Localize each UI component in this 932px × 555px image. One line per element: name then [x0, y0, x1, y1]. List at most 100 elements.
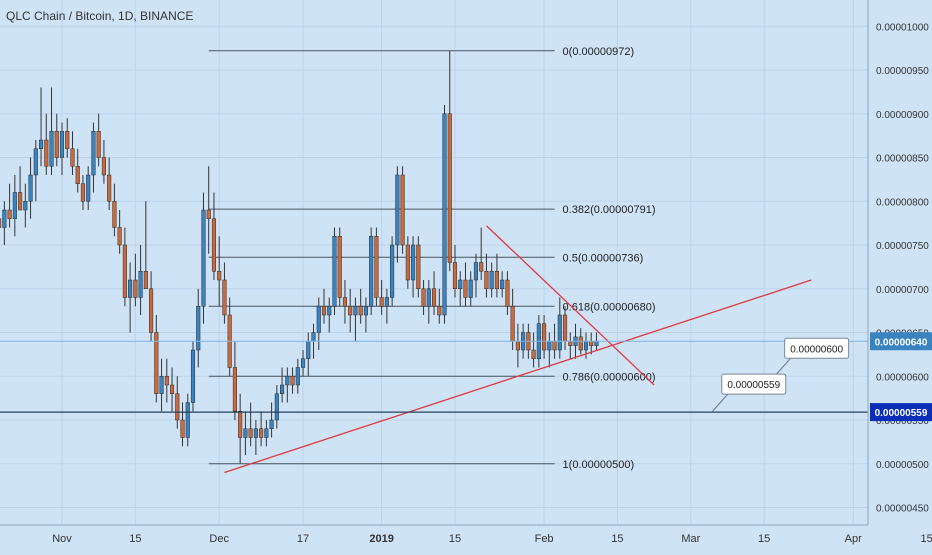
- callout-pointer: [711, 393, 729, 413]
- last-price-badge: [870, 332, 932, 351]
- candle-down: [431, 288, 437, 307]
- x-tick-label: Dec: [209, 533, 229, 545]
- candle-up: [363, 306, 368, 316]
- fib-level-label: 0.786(0.00000600): [563, 371, 656, 383]
- candle-down: [169, 384, 175, 394]
- candle-up: [59, 131, 65, 158]
- candle-down: [206, 209, 211, 219]
- candle-down: [180, 419, 185, 438]
- time-axis-background: [0, 525, 932, 550]
- candle-up: [384, 297, 389, 307]
- candle-down: [552, 341, 557, 351]
- candle-down: [416, 244, 421, 289]
- candle-up: [327, 306, 332, 316]
- candle-up: [489, 271, 494, 289]
- candle-down: [452, 262, 458, 289]
- candle-down: [112, 201, 117, 228]
- candle-down: [44, 139, 49, 167]
- candle-up: [285, 376, 290, 386]
- candle-up: [426, 288, 431, 307]
- fib-level-label: 1(0.00000500): [563, 459, 635, 471]
- candle-down: [290, 376, 295, 386]
- fib-level-label: 0.5(0.00000736): [563, 252, 644, 264]
- candle-down: [7, 209, 12, 219]
- candle-up: [300, 358, 306, 368]
- candle-up: [390, 244, 395, 298]
- horizontal-line-badge-label: 0.00000559: [875, 408, 928, 419]
- trendline: [485, 225, 655, 386]
- chart-title: QLC Chain / Bitcoin, 1D, BINANCE: [6, 9, 193, 23]
- trendline: [224, 279, 812, 474]
- candle-down: [217, 271, 222, 281]
- y-tick-label: 0.00000700: [876, 285, 929, 296]
- x-tick-label: 15: [920, 533, 932, 545]
- x-tick-label: Nov: [52, 533, 72, 545]
- y-tick-label: 0.00000800: [876, 197, 929, 208]
- candle-down: [175, 393, 180, 421]
- candle-down: [80, 183, 86, 202]
- candle-down: [421, 288, 426, 307]
- candle-down: [154, 332, 159, 394]
- candle-down: [238, 411, 243, 438]
- candle-down: [232, 367, 237, 412]
- callouts[interactable]: 0.00000600 0.00000559: [711, 337, 850, 413]
- y-tick-label: 0.00001000: [876, 22, 929, 33]
- candle-down: [531, 349, 536, 359]
- x-tick-label: 15: [129, 533, 141, 545]
- candle-up: [28, 174, 33, 202]
- candle-up: [500, 279, 505, 289]
- candle-up: [159, 376, 164, 394]
- candle-up: [594, 341, 599, 346]
- callout-box: [721, 373, 787, 395]
- trendlines[interactable]: [224, 225, 812, 474]
- callout-pointer: [774, 357, 792, 377]
- candle-up: [201, 209, 206, 307]
- candle-down: [405, 244, 410, 281]
- candle-down: [211, 218, 217, 272]
- candle-down: [463, 279, 468, 298]
- y-tick-label: 0.00000950: [876, 66, 929, 77]
- candle-down: [374, 236, 379, 298]
- candle-down: [505, 279, 510, 307]
- x-tick-label: 2019: [369, 533, 393, 545]
- candle-up: [411, 244, 416, 281]
- candle-up: [473, 262, 479, 281]
- candle-up: [12, 192, 17, 219]
- candle-down: [222, 279, 227, 316]
- candle-down: [379, 297, 384, 307]
- candle-up: [243, 428, 248, 438]
- time-axis[interactable]: Nov15Dec17201915Feb15Mar15Apr15May: [52, 533, 932, 545]
- x-tick-label: 15: [758, 533, 770, 545]
- last-price-badge-label: 0.00000640: [875, 337, 928, 348]
- horizontal-line-badge: [870, 403, 932, 422]
- x-tick-label: Mar: [681, 533, 700, 545]
- candle-up: [49, 131, 54, 167]
- candle-up: [38, 139, 44, 149]
- candle-up: [332, 236, 337, 307]
- candle-down: [342, 297, 348, 307]
- candle-up: [185, 402, 190, 438]
- horizontal-lines[interactable]: [0, 340, 868, 413]
- candle-down: [568, 341, 573, 346]
- fib-level-label: 0.618(0.00000680): [563, 301, 656, 313]
- callout-box: [784, 337, 850, 359]
- y-tick-label: 0.00000850: [876, 154, 929, 165]
- candle-down: [479, 262, 484, 272]
- candle-down: [70, 148, 75, 167]
- candle-down: [589, 341, 594, 346]
- candle-down: [562, 314, 568, 342]
- y-tick-label: 0.00000450: [876, 504, 929, 515]
- candle-up: [196, 306, 201, 351]
- price-badges: 0.00000640 0.00000559: [870, 332, 932, 422]
- y-tick-label: 0.00000750: [876, 241, 929, 252]
- candle-down: [18, 192, 23, 211]
- candle-up: [33, 148, 38, 176]
- candle-down: [122, 244, 127, 298]
- candle-down: [259, 428, 264, 438]
- fibonacci-retracement[interactable]: 0(0.00000972) 0.382(0.00000791) 0.5(0.0000…: [208, 46, 656, 471]
- candle-up: [91, 131, 96, 176]
- fib-level-label: 0.382(0.00000791): [563, 204, 656, 216]
